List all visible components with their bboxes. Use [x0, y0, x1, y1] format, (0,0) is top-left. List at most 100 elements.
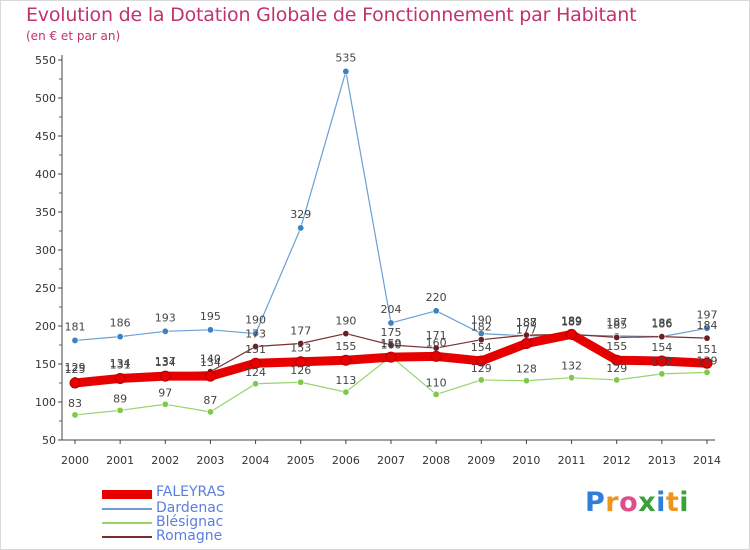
data-point-romagne: [703, 334, 711, 342]
y-tick-label: 150: [35, 358, 56, 371]
data-label-faleyras: 134: [200, 356, 221, 369]
logo-letter: x: [638, 487, 657, 518]
data-label-romagne: 129: [65, 361, 86, 374]
data-label-romagne: 140: [200, 353, 221, 366]
data-label-faleyras: 151: [697, 343, 718, 356]
data-point-faleyras: [430, 350, 442, 362]
data-label-romagne: 189: [561, 315, 582, 328]
data-point-romagne: [477, 336, 485, 344]
x-tick-label: 2008: [422, 454, 450, 467]
data-point-faleyras: [159, 370, 171, 382]
data-label-faleyras: 177: [516, 323, 537, 336]
data-point-blésignac: [522, 377, 530, 385]
data-label-blésignac: 139: [697, 354, 718, 367]
y-tick-label: 400: [35, 168, 56, 181]
data-point-dardenac: [161, 327, 169, 335]
data-point-faleyras: [385, 351, 397, 363]
data-point-blésignac: [568, 374, 576, 382]
data-point-blésignac: [613, 376, 621, 384]
data-point-romagne: [252, 343, 260, 351]
data-label-blésignac: 129: [606, 362, 627, 375]
data-label-faleyras: 155: [606, 340, 627, 353]
data-label-romagne: 190: [335, 315, 356, 328]
data-point-faleyras: [340, 354, 352, 366]
data-point-faleyras: [475, 355, 487, 367]
data-point-faleyras: [611, 354, 623, 366]
data-label-dardenac: 197: [697, 308, 718, 321]
logo-letter: i: [679, 487, 690, 518]
chart-subtitle: (en € et par an): [26, 29, 121, 43]
data-label-blésignac: 83: [68, 397, 82, 410]
data-label-dardenac: 186: [651, 317, 672, 330]
proxiti-logo[interactable]: Proxiti: [585, 487, 689, 518]
data-label-blésignac: 137: [651, 356, 672, 369]
data-label-romagne: 137: [155, 355, 176, 368]
data-point-faleyras: [656, 355, 668, 367]
data-point-blésignac: [116, 406, 124, 414]
data-point-blésignac: [658, 370, 666, 378]
data-label-blésignac: 110: [426, 376, 447, 389]
logo-letter: r: [605, 487, 620, 518]
y-tick-label: 350: [35, 206, 56, 219]
data-label-blésignac: 128: [516, 363, 537, 376]
data-label-romagne: 188: [516, 316, 537, 329]
data-label-dardenac: 220: [426, 291, 447, 304]
data-label-faleyras: 159: [381, 337, 402, 350]
legend-swatch-romagne: [102, 536, 152, 538]
x-tick-label: 2011: [558, 454, 586, 467]
y-tick-label: 450: [35, 130, 56, 143]
data-point-romagne: [658, 333, 666, 341]
data-point-dardenac: [252, 330, 260, 338]
legend-label-blesignac: Blésignac: [156, 514, 224, 530]
data-label-blésignac: 113: [335, 374, 356, 387]
data-label-romagne: 177: [290, 324, 311, 337]
data-point-blésignac: [477, 376, 485, 384]
data-point-dardenac: [297, 224, 305, 232]
data-label-dardenac: 190: [471, 314, 492, 327]
logo-letter: t: [665, 487, 680, 518]
data-point-romagne: [297, 339, 305, 347]
data-label-dardenac: 329: [290, 208, 311, 221]
data-label-romagne: 182: [471, 321, 492, 334]
data-label-faleyras: 155: [335, 340, 356, 353]
data-label-dardenac: 204: [381, 303, 402, 316]
y-tick-label: 50: [42, 434, 56, 447]
data-label-faleyras: 151: [245, 343, 266, 356]
data-label-dardenac: 187: [516, 316, 537, 329]
data-point-dardenac: [116, 333, 124, 341]
data-point-faleyras: [701, 357, 713, 369]
data-label-blésignac: 126: [290, 364, 311, 377]
legend-label-dardenac: Dardenac: [156, 500, 224, 516]
x-tick-label: 2010: [512, 454, 540, 467]
data-label-romagne: 184: [697, 319, 718, 332]
data-label-blésignac: 160: [381, 338, 402, 351]
data-label-dardenac: 181: [65, 320, 86, 333]
data-label-blésignac: 89: [113, 392, 127, 405]
data-point-faleyras: [69, 377, 81, 389]
x-tick-label: 2006: [332, 454, 360, 467]
data-point-faleyras: [566, 328, 578, 340]
data-label-faleyras: 189: [561, 314, 582, 327]
x-tick-label: 2013: [648, 454, 676, 467]
y-tick-label: 200: [35, 320, 56, 333]
x-tick-label: 2012: [603, 454, 631, 467]
data-label-faleyras: 154: [471, 341, 492, 354]
data-point-blésignac: [432, 390, 440, 398]
data-point-dardenac: [387, 319, 395, 327]
logo-letter: i: [656, 487, 666, 518]
x-tick-label: 2007: [377, 454, 405, 467]
data-label-dardenac: 187: [606, 316, 627, 329]
legend-label-faleyras: FALEYRAS: [156, 484, 226, 500]
data-label-faleyras: 125: [65, 363, 86, 376]
x-tick-label: 2004: [242, 454, 270, 467]
data-point-romagne: [342, 330, 350, 338]
x-tick-label: 2005: [287, 454, 315, 467]
data-point-romagne: [613, 333, 621, 341]
data-label-dardenac: 189: [561, 315, 582, 328]
data-label-faleyras: 154: [651, 341, 672, 354]
legend-swatch-dardenac: [102, 508, 152, 510]
data-point-blésignac: [297, 378, 305, 386]
data-point-blésignac: [161, 400, 169, 408]
